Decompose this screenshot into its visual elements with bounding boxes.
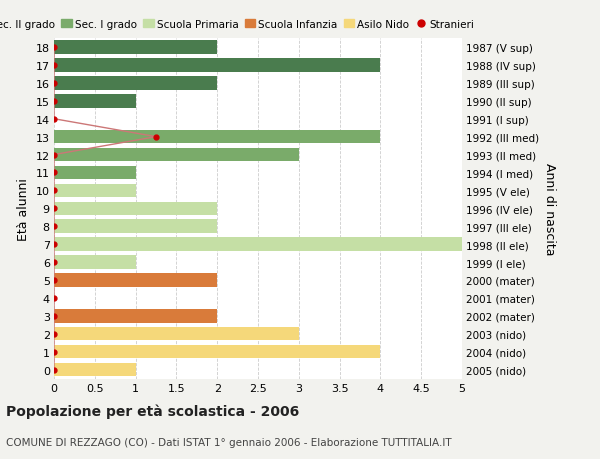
Bar bbox=[54, 131, 380, 144]
Legend: Sec. II grado, Sec. I grado, Scuola Primaria, Scuola Infanzia, Asilo Nido, Stran: Sec. II grado, Sec. I grado, Scuola Prim… bbox=[0, 15, 478, 34]
Bar bbox=[54, 59, 380, 73]
Bar bbox=[54, 95, 136, 108]
Bar bbox=[54, 77, 217, 90]
Bar bbox=[54, 274, 217, 287]
Bar bbox=[54, 220, 217, 234]
Bar bbox=[54, 184, 136, 198]
Bar bbox=[54, 327, 299, 341]
Bar bbox=[54, 256, 136, 269]
Bar bbox=[54, 238, 462, 251]
Bar bbox=[54, 309, 217, 323]
Bar bbox=[54, 345, 380, 358]
Bar bbox=[54, 166, 136, 180]
Bar bbox=[54, 41, 217, 55]
Text: COMUNE DI REZZAGO (CO) - Dati ISTAT 1° gennaio 2006 - Elaborazione TUTTITALIA.IT: COMUNE DI REZZAGO (CO) - Dati ISTAT 1° g… bbox=[6, 437, 452, 447]
Bar bbox=[54, 363, 136, 376]
Bar bbox=[54, 202, 217, 216]
Y-axis label: Età alunni: Età alunni bbox=[17, 178, 30, 240]
Text: Popolazione per età scolastica - 2006: Popolazione per età scolastica - 2006 bbox=[6, 404, 299, 419]
Bar bbox=[54, 149, 299, 162]
Y-axis label: Anni di nascita: Anni di nascita bbox=[543, 162, 556, 255]
